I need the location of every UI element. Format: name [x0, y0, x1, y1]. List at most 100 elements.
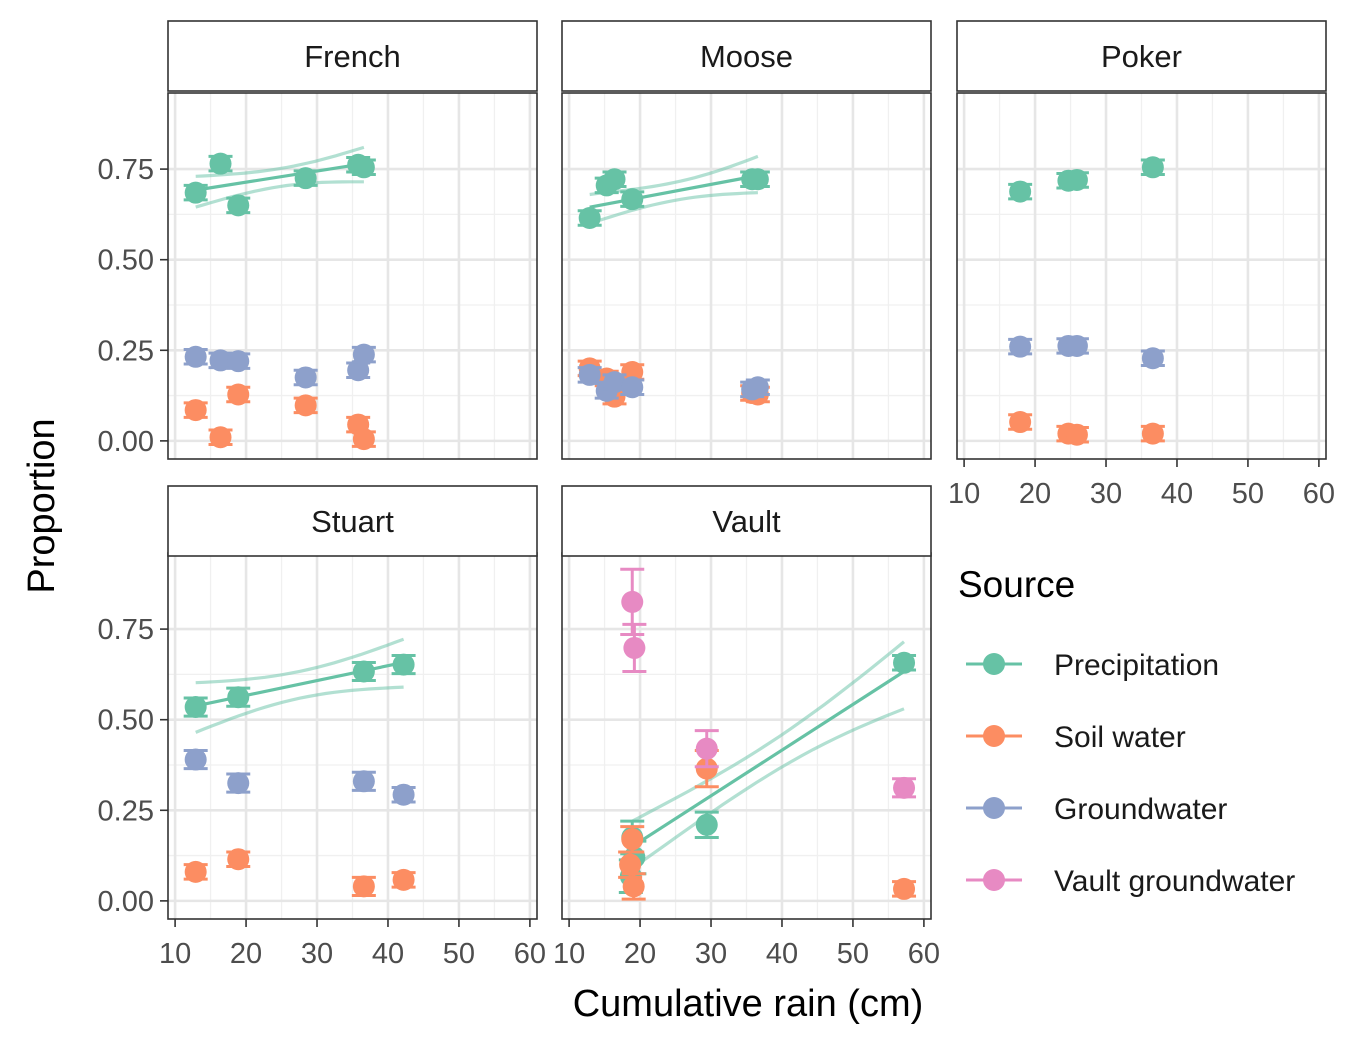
legend-key-marker — [983, 869, 1005, 891]
legend-label: Soil water — [1054, 721, 1186, 754]
x-tick-label: 10 — [159, 938, 191, 970]
panel-border — [956, 92, 1327, 460]
data-point — [293, 394, 318, 417]
data-point — [351, 156, 376, 179]
data-point — [183, 696, 208, 719]
series-precipitation — [183, 653, 416, 719]
data-point — [577, 363, 602, 386]
strip-label-french: French — [304, 39, 400, 74]
data-point — [293, 366, 318, 389]
data-point — [351, 770, 376, 793]
point-marker — [1065, 168, 1088, 191]
y-tick-label: 0.00 — [98, 426, 154, 458]
legend-key-marker — [983, 797, 1005, 819]
point-marker — [227, 383, 250, 406]
x-tick-label: 50 — [837, 938, 869, 970]
x-tick-label: 10 — [553, 938, 585, 970]
data-point — [351, 428, 376, 451]
y-tick-label: 0.00 — [98, 886, 154, 918]
series-precipitation — [577, 168, 770, 230]
data-point — [1064, 423, 1089, 446]
data-point — [620, 376, 645, 399]
panel-french: French 0.00 0.25 0.50 0.75 — [98, 20, 538, 460]
data-point — [351, 343, 376, 366]
data-point — [892, 776, 917, 799]
data-point — [892, 651, 917, 674]
series-groundwater — [1008, 334, 1165, 370]
fit-band-upper — [631, 640, 906, 823]
point-marker — [1009, 411, 1032, 434]
legend-key-marker — [983, 653, 1005, 675]
fit-band-lower — [631, 707, 905, 870]
data-point — [1064, 168, 1089, 191]
data-point — [226, 686, 251, 709]
x-axis-title: Cumulative rain (cm) — [573, 983, 924, 1025]
legend-item-precipitation: Precipitation — [966, 649, 1219, 682]
y-tick-label: 0.50 — [98, 245, 154, 277]
data-point — [391, 783, 416, 806]
point-marker — [695, 813, 718, 836]
point-marker — [352, 770, 375, 793]
point-marker — [603, 371, 626, 394]
point-marker — [227, 848, 250, 871]
series-vault-groundwater — [620, 567, 917, 799]
x-tick-label: 60 — [908, 938, 940, 970]
data-point — [183, 748, 208, 771]
fit-band-lower — [589, 191, 758, 226]
point-marker — [746, 168, 769, 191]
series-soil-water — [183, 383, 376, 451]
series-precipitation — [1008, 156, 1165, 203]
point-marker — [893, 651, 916, 674]
point-marker — [623, 636, 646, 659]
data-point — [391, 653, 416, 676]
x-tick-label: 50 — [443, 938, 475, 970]
data-point — [183, 345, 208, 368]
data-point — [226, 848, 251, 871]
data-point — [1064, 334, 1089, 357]
point-marker — [695, 757, 718, 780]
strip-poker — [956, 20, 1327, 92]
data-point — [351, 875, 376, 898]
panels-layer: French 0.00 0.25 0.50 0.75 Moose Poker 10 20 30 40… — [98, 20, 1335, 970]
point-marker — [1009, 335, 1032, 358]
data-point — [391, 868, 416, 891]
point-marker — [227, 686, 250, 709]
series-groundwater — [577, 363, 770, 402]
point-marker — [294, 167, 317, 190]
point-marker — [1065, 423, 1088, 446]
legend-item-vault-groundwater: Vault groundwater — [966, 865, 1295, 898]
data-point — [745, 376, 770, 399]
x-tick-label: 50 — [1232, 478, 1264, 510]
point-marker — [294, 366, 317, 389]
point-marker — [352, 428, 375, 451]
point-marker — [1065, 334, 1088, 357]
fit-band-lower — [195, 180, 364, 209]
point-marker — [184, 860, 207, 883]
series-soil-water — [1008, 411, 1165, 446]
point-marker — [209, 349, 232, 372]
data-point — [351, 660, 376, 683]
fit-band-upper — [195, 637, 405, 685]
panel-stuart: Stuart 0.00 0.25 0.50 0.75 10 20 30 40 50 60 — [98, 485, 546, 970]
point-marker — [893, 776, 916, 799]
series-precipitation — [183, 152, 376, 217]
point-marker — [392, 783, 415, 806]
data-point — [577, 207, 602, 230]
data-point — [208, 426, 233, 449]
strip-label-stuart: Stuart — [311, 504, 394, 539]
x-tick-label: 20 — [230, 938, 262, 970]
strip-label-moose: Moose — [700, 39, 793, 74]
strip-label-vault: Vault — [712, 504, 781, 539]
point-marker — [1009, 180, 1032, 203]
y-tick-label: 0.50 — [98, 705, 154, 737]
point-marker — [392, 653, 415, 676]
x-tick-label: 30 — [1090, 478, 1122, 510]
data-point — [226, 350, 251, 373]
point-marker — [352, 343, 375, 366]
legend-item-soil-water: Soil water — [966, 721, 1186, 754]
point-marker — [578, 363, 601, 386]
point-marker — [294, 394, 317, 417]
point-marker — [392, 868, 415, 891]
data-point — [183, 860, 208, 883]
